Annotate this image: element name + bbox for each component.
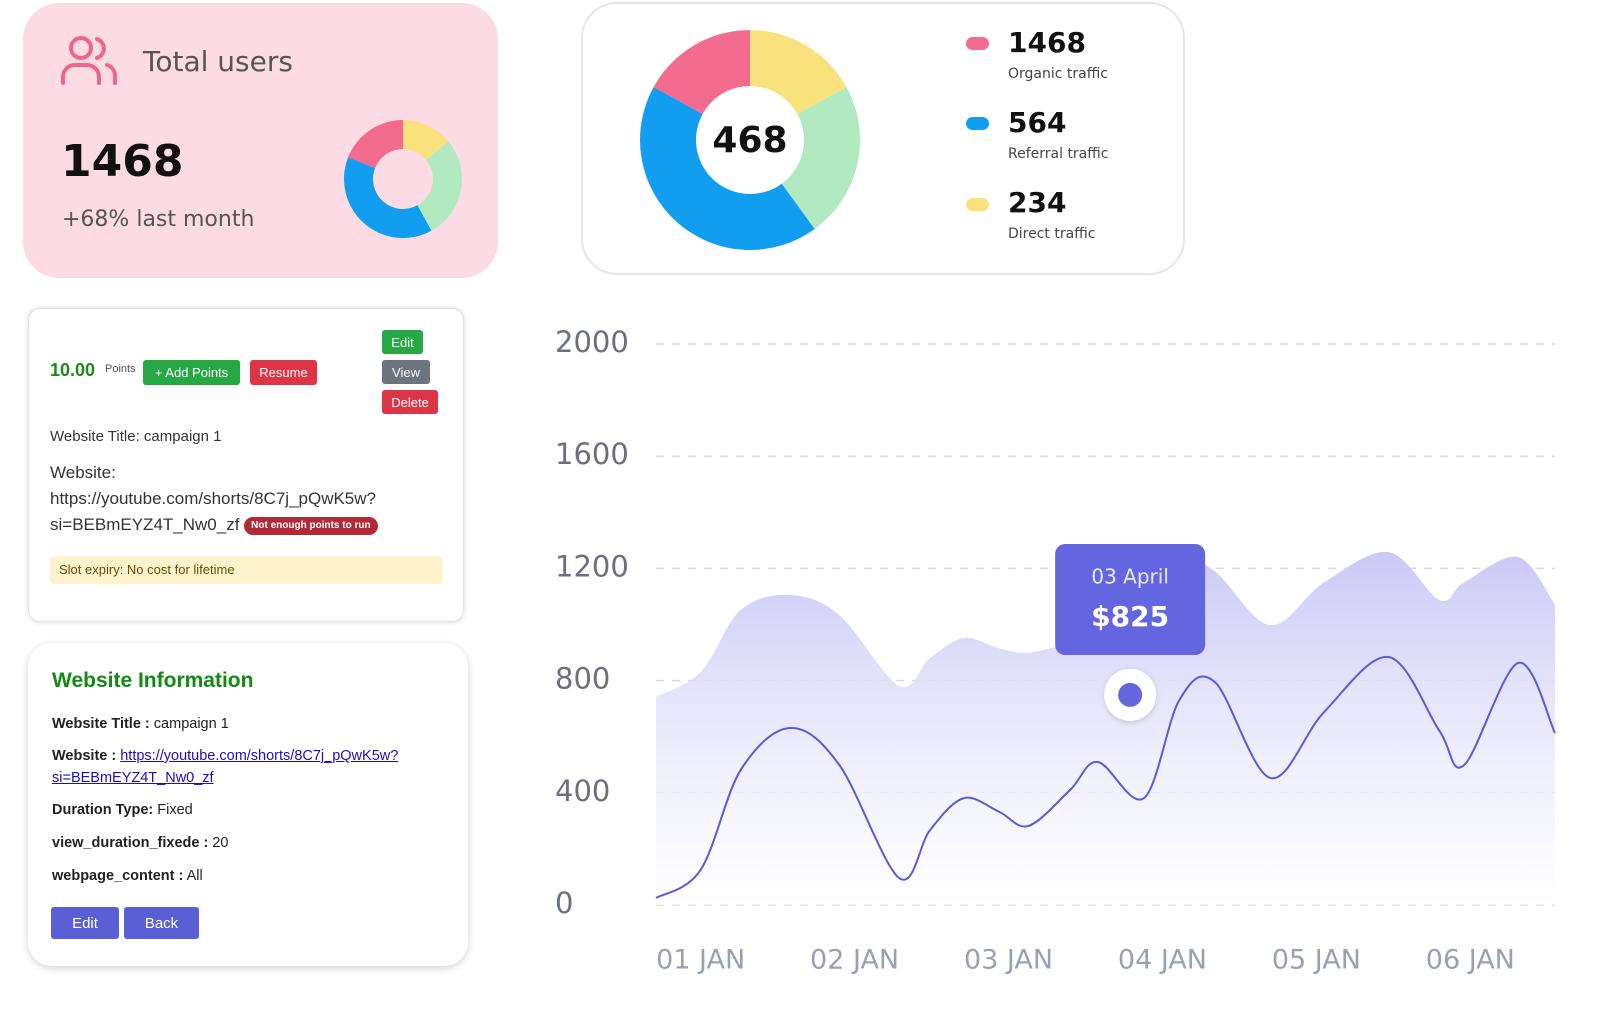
tooltip-dot	[1118, 682, 1143, 707]
field-label: Website Title :	[52, 716, 150, 732]
field-label: Website :	[52, 748, 117, 764]
field-label: Duration Type:	[52, 802, 154, 818]
legend-label: Referral traffic	[1008, 146, 1109, 162]
y-tick-label: 1200	[555, 549, 629, 583]
field-label: view_duration_fixede :	[52, 835, 209, 851]
tooltip-title: 03 April	[1091, 565, 1169, 589]
x-tick-label: 01 JAN	[656, 945, 745, 976]
card-title: Total users	[143, 45, 293, 78]
area	[656, 551, 1555, 905]
total-users-card: Total users 1468 +68% last month	[23, 3, 498, 278]
x-tick-label: 05 JAN	[1272, 945, 1361, 976]
field-row: view_duration_fixede : 20	[52, 832, 437, 854]
legend-label: Direct traffic	[1008, 226, 1096, 242]
x-tick-label: 02 JAN	[810, 945, 899, 976]
points-unit: Points	[105, 363, 136, 375]
info-heading: Website Information	[52, 669, 254, 692]
y-tick-label: 0	[555, 886, 573, 920]
x-tick-label: 03 JAN	[964, 945, 1053, 976]
badge: Not enough points to run	[244, 516, 378, 535]
field-row: webpage_content : All	[52, 865, 437, 887]
field-value: 20	[212, 835, 229, 851]
field-link[interactable]: https://youtube.com/shorts/8C7j_pQwK5w?s…	[52, 748, 399, 786]
field-row: Website Title : campaign 1	[52, 713, 437, 735]
website-block: Website: https://youtube.com/shorts/8C7j…	[50, 460, 422, 538]
field-value: campaign 1	[153, 716, 229, 732]
field-value: Fixed	[157, 802, 193, 818]
website-title: Website Title: campaign 1	[50, 428, 222, 445]
tooltip-value: $825	[1091, 600, 1169, 633]
users-icon	[61, 36, 117, 85]
points: 10.00	[50, 360, 96, 380]
website-label: Website:	[50, 463, 116, 482]
y-tick-label: 2000	[555, 325, 629, 359]
back-button[interactable]: Back	[124, 907, 199, 939]
legend-value: 1468	[1008, 26, 1086, 59]
y-tick-label: 800	[555, 662, 610, 696]
website-url: https://youtube.com/shorts/8C7j_pQwK5w?s…	[50, 489, 376, 534]
edit-button[interactable]: Edit	[382, 330, 423, 354]
field-row: Website : https://youtube.com/shorts/8C7…	[52, 745, 437, 789]
slot-expiry: Slot expiry: No cost for lifetime	[50, 556, 443, 584]
x-tick-label: 06 JAN	[1426, 945, 1515, 976]
legend-swatch	[966, 198, 989, 211]
field-value: All	[186, 868, 203, 884]
field-row: Duration Type: Fixed	[52, 799, 437, 821]
line	[655, 656, 1556, 899]
y-tick-label: 1600	[555, 437, 629, 471]
legend-swatch	[966, 37, 989, 50]
resume-button[interactable]: Resume	[250, 360, 317, 385]
tooltip-dot-halo	[1104, 668, 1157, 721]
change-text: +68% last month	[62, 207, 255, 232]
x-tick-label: 04 JAN	[1118, 945, 1207, 976]
legend-value: 234	[1008, 186, 1067, 219]
y-tick-label: 400	[555, 774, 610, 808]
add-points-button[interactable]: + Add Points	[143, 360, 240, 385]
field-label: webpage_content :	[52, 868, 184, 884]
tooltip-box	[1055, 544, 1206, 655]
total-value: 1468	[61, 136, 184, 187]
info-edit-button[interactable]: Edit	[51, 907, 119, 939]
delete-button[interactable]: Delete	[382, 390, 438, 414]
legend-value: 564	[1008, 106, 1067, 139]
view-button[interactable]: View	[382, 360, 430, 384]
legend-swatch	[966, 117, 989, 130]
legend-label: Organic traffic	[1008, 66, 1108, 82]
